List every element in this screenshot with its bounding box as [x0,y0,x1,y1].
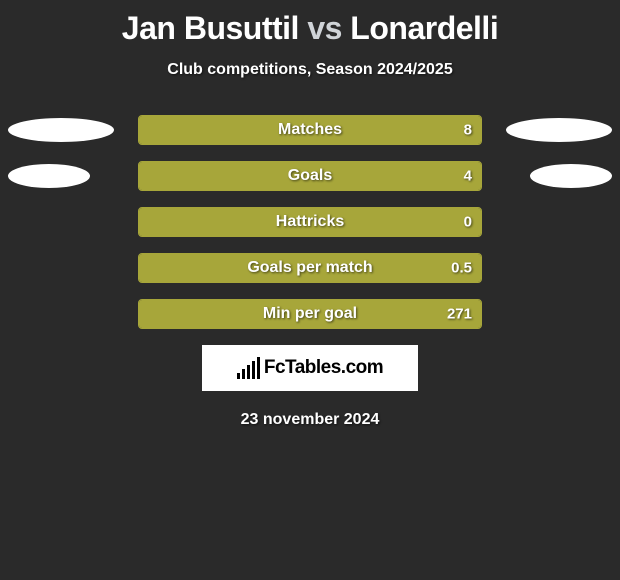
stat-label: Goals [288,167,332,185]
date-label: 23 november 2024 [0,411,620,429]
subtitle: Club competitions, Season 2024/2025 [0,61,620,79]
player1-name: Jan Busuttil [122,10,299,46]
stat-label: Matches [278,121,342,139]
stat-value-right: 8 [464,122,472,139]
stat-value-right: 0.5 [451,260,472,277]
stat-row: Goals 4 [0,161,620,191]
page-title: Jan Busuttil vs Lonardelli [0,0,620,47]
player2-ellipse-icon [530,164,612,188]
player1-ellipse-icon [8,164,90,188]
stat-label: Goals per match [247,259,372,277]
stats-container: Matches 8 Goals 4 Hattricks 0 Goals per match 0… [0,115,620,329]
stat-row: Hattricks 0 [0,207,620,237]
stat-value-right: 0 [464,214,472,231]
stat-label: Min per goal [263,305,357,323]
stat-label: Hattricks [276,213,344,231]
logo-text: FcTables.com [264,357,383,379]
stat-row: Matches 8 [0,115,620,145]
stat-row: Goals per match 0.5 [0,253,620,283]
player2-name: Lonardelli [350,10,498,46]
stat-value-right: 4 [464,168,472,185]
player1-ellipse-icon [8,118,114,142]
stat-value-right: 271 [447,306,472,323]
stat-row: Min per goal 271 [0,299,620,329]
logo-bars-icon [237,357,260,379]
fctables-logo: FcTables.com [202,345,418,391]
vs-label: vs [307,10,342,46]
player2-ellipse-icon [506,118,612,142]
